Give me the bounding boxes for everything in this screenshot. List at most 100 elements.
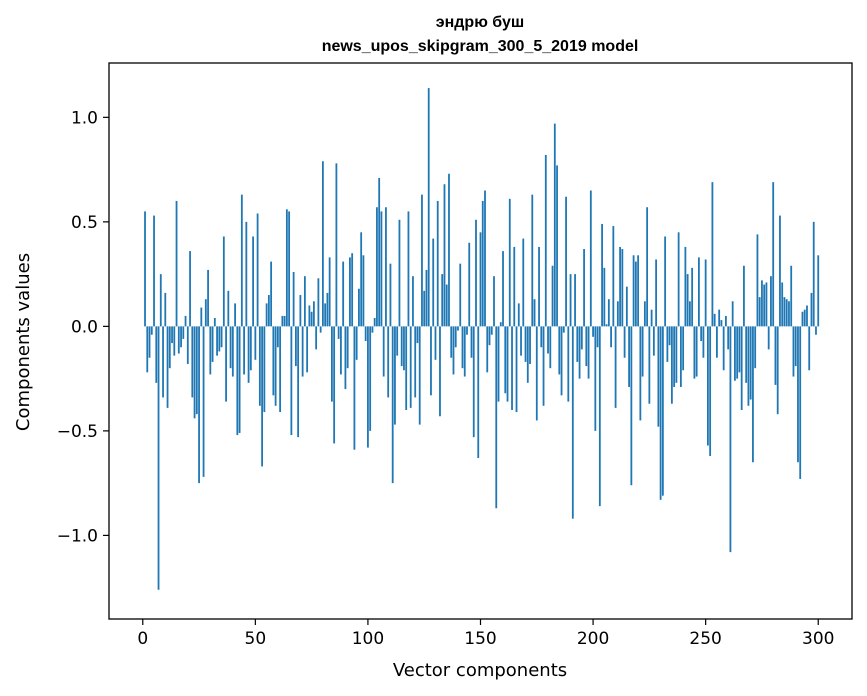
bar-113 [396, 326, 399, 356]
bar-222 [641, 326, 644, 377]
bar-131 [436, 200, 439, 327]
bar-279 [770, 276, 772, 327]
bar-196 [583, 249, 585, 327]
bar-124 [421, 194, 423, 327]
bar-63 [283, 315, 286, 327]
bar-130 [434, 326, 437, 360]
bar-237 [675, 326, 678, 383]
bar-134 [443, 184, 446, 327]
bar-4 [150, 326, 153, 335]
bar-273 [756, 234, 759, 327]
bar-164 [511, 326, 513, 410]
bar-205 [603, 267, 606, 327]
bar-51 [256, 213, 259, 327]
bar-66 [290, 326, 293, 436]
bar-105 [378, 177, 381, 327]
bar-103 [373, 318, 376, 327]
bar-139 [454, 326, 457, 348]
bar-252 [709, 326, 712, 456]
bar-22 [191, 326, 194, 398]
bar-91 [346, 326, 349, 369]
bar-202 [596, 326, 599, 348]
bar-95 [355, 326, 358, 360]
bar-270 [749, 326, 752, 400]
bar-155 [490, 326, 493, 335]
bar-146 [470, 326, 473, 358]
bar-86 [335, 163, 338, 327]
bar-8 [159, 274, 162, 327]
bar-253 [711, 182, 714, 327]
bar-48 [249, 326, 252, 371]
y-axis-label: Components values [13, 253, 34, 431]
bar-282 [776, 326, 779, 415]
chart-subtitle: news_upos_skipgram_300_5_2019 model [322, 38, 639, 55]
bar-115 [400, 326, 403, 367]
bar-145 [468, 242, 471, 327]
bar-40 [231, 326, 234, 377]
bar-300 [817, 255, 820, 327]
bar-87 [337, 326, 340, 339]
bar-83 [328, 257, 331, 327]
bar-100 [367, 326, 369, 448]
bar-84 [331, 326, 333, 402]
bar-276 [763, 284, 766, 327]
bar-92 [349, 257, 351, 327]
bar-278 [767, 326, 770, 350]
bar-271 [752, 326, 754, 463]
bar-189 [567, 326, 570, 402]
bar-263 [734, 326, 736, 381]
bar-147 [472, 326, 475, 438]
bar-251 [707, 326, 709, 446]
bar-201 [594, 326, 597, 431]
x-tick-label: 250 [689, 629, 721, 649]
bar-229 [657, 326, 660, 427]
bar-289 [792, 326, 795, 377]
bar-206 [605, 324, 608, 327]
bar-294 [803, 309, 806, 327]
bar-194 [578, 326, 581, 379]
bar-111 [391, 326, 394, 484]
bar-43 [238, 326, 241, 433]
bar-45 [243, 326, 245, 375]
bar-217 [630, 326, 633, 486]
bar-29 [207, 269, 209, 327]
bar-168 [520, 326, 522, 356]
bar-287 [788, 301, 790, 327]
bar-74 [308, 305, 311, 327]
bar-5 [153, 215, 155, 327]
bar-18 [182, 326, 185, 339]
bar-215 [625, 286, 628, 327]
bar-26 [200, 307, 203, 327]
x-tick-label: 200 [577, 629, 609, 649]
bar-163 [508, 198, 511, 327]
bar-169 [522, 238, 525, 327]
bar-141 [459, 263, 462, 327]
bar-35 [220, 326, 223, 348]
bar-255 [716, 326, 718, 358]
bar-126 [425, 269, 428, 327]
bar-235 [670, 326, 673, 404]
bar-262 [731, 301, 734, 327]
bar-224 [646, 207, 649, 327]
bar-186 [560, 326, 563, 396]
bar-16 [177, 326, 180, 354]
bar-161 [504, 326, 507, 394]
bar-261 [729, 326, 732, 553]
bar-81 [324, 303, 327, 327]
bar-266 [740, 326, 743, 410]
bar-152 [484, 190, 486, 327]
bar-176 [538, 246, 540, 327]
bar-158 [497, 326, 500, 402]
bar-101 [369, 326, 372, 431]
bar-82 [326, 292, 329, 327]
bar-49 [252, 236, 254, 327]
bar-267 [743, 265, 745, 327]
bar-183 [553, 123, 556, 327]
bar-96 [358, 288, 360, 327]
bar-79 [319, 326, 322, 333]
bar-53 [261, 326, 263, 467]
bar-140 [457, 326, 459, 331]
bar-230 [659, 326, 662, 500]
